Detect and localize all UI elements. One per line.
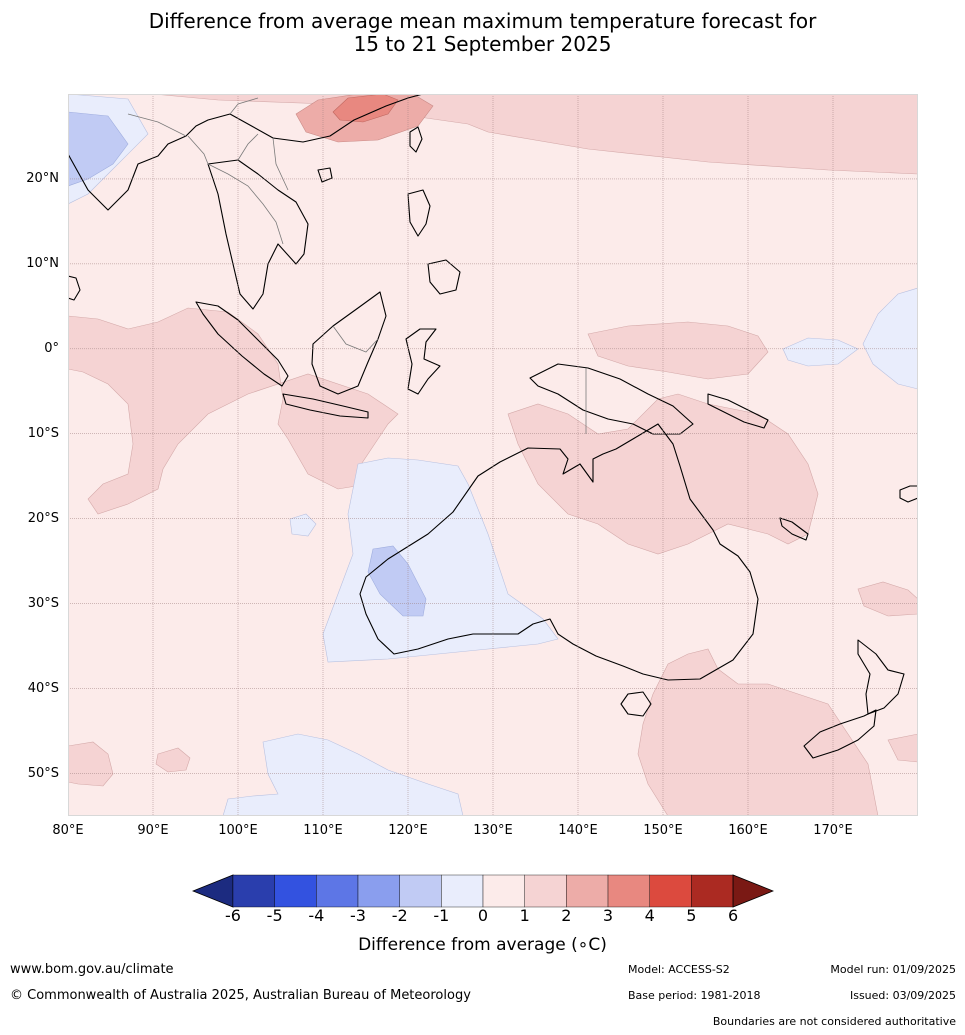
coast-taiwan <box>409 126 423 153</box>
colorbar-tick-label: -1 <box>433 906 450 925</box>
footer-copyright: © Commonwealth of Australia 2025, Austra… <box>10 988 471 1003</box>
boundary-borneo <box>332 325 379 353</box>
longitude-label: 130°E <box>473 823 513 838</box>
map-title: Difference from average mean maximum tem… <box>0 10 965 56</box>
colorbar-bin <box>649 874 692 908</box>
colorbar-tick-label: -5 <box>266 906 283 925</box>
anomaly-region-equatorial-pacific <box>587 321 769 380</box>
anomaly-region-southern-ocean <box>222 733 464 816</box>
colorbar-bin <box>566 874 609 908</box>
longitude-label: 110°E <box>303 823 343 838</box>
footer-base-period: Base period: 1981-2018 <box>628 989 761 1002</box>
anomaly-region-indian-ocean <box>68 307 399 515</box>
coast-java <box>282 393 369 419</box>
latitude-label: 50°S <box>27 765 59 781</box>
anomaly-cool-core-arabian-sea <box>68 111 129 187</box>
colorbar-tick-label: 6 <box>727 906 739 925</box>
colorbar <box>192 874 774 908</box>
coast-new-zealand-north <box>857 639 905 715</box>
colorbar-bin <box>399 874 442 908</box>
footer-website: www.bom.gov.au/climate <box>10 962 174 977</box>
colorbar-tick-label: -2 <box>391 906 408 925</box>
colorbar-tick-label: 1 <box>519 906 530 925</box>
colorbar-tick-label: -3 <box>350 906 366 925</box>
coast-australia <box>359 423 759 681</box>
anomaly-hotspot-inner <box>332 94 399 123</box>
coast-hainan <box>317 167 333 183</box>
coast-philippines-luzon <box>407 189 431 237</box>
colorbar-bin <box>524 874 567 908</box>
colorbar-bin <box>691 874 734 908</box>
longitude-label: 80°E <box>52 823 84 838</box>
longitude-label: 100°E <box>218 823 258 838</box>
footer-disclaimer: Boundaries are not considered authoritat… <box>712 1015 956 1028</box>
coast-fiji <box>899 485 918 503</box>
coast-sumatra <box>195 301 289 387</box>
colorbar-tick-label: 0 <box>477 906 489 925</box>
colorbar-bin <box>232 874 275 908</box>
anomaly-region-south-indian-small <box>289 513 317 537</box>
latitude-label: 0° <box>44 340 59 356</box>
footer-issued: Issued: 03/09/2025 <box>849 989 956 1002</box>
anomaly-region-tasman-southern <box>637 648 879 816</box>
latitude-label: 20°N <box>26 170 59 186</box>
longitude-label: 90°E <box>137 823 169 838</box>
latitude-label: 40°S <box>27 680 59 696</box>
forecast-map <box>68 94 918 816</box>
colorbar-bin <box>607 874 650 908</box>
longitude-label: 120°E <box>388 823 428 838</box>
colorbar-bin <box>357 874 400 908</box>
footer-model: Model: ACCESS-S2 <box>628 963 730 976</box>
coast-sri-lanka <box>68 275 81 301</box>
coast-tasmania <box>620 691 652 717</box>
latitude-label: 10°S <box>27 425 59 441</box>
footer-model-run: Model run: 01/09/2025 <box>830 963 956 976</box>
map-frame <box>68 94 918 816</box>
colorbar-bin <box>441 874 484 908</box>
map-canvas <box>68 94 918 816</box>
longitude-label: 140°E <box>558 823 598 838</box>
colorbar-tick-label: 4 <box>644 906 655 925</box>
longitude-label: 150°E <box>643 823 683 838</box>
colorbar-bin <box>274 874 317 908</box>
longitude-label: 160°E <box>728 823 768 838</box>
colorbar-extend-above <box>732 874 774 908</box>
colorbar-tick-label: 5 <box>686 906 697 925</box>
anomaly-region-west-australia <box>322 457 559 663</box>
anomaly-region-central-pacific <box>782 337 859 367</box>
boundary-indochina <box>187 133 289 245</box>
colorbar-extend-below <box>192 874 234 908</box>
colorbar-bin <box>482 874 525 908</box>
map-title-line1: Difference from average mean maximum tem… <box>148 9 817 33</box>
anomaly-region-north-pacific <box>152 94 918 175</box>
coast-borneo <box>311 291 387 395</box>
map-title-line2: 15 to 21 September 2025 <box>353 32 612 56</box>
colorbar-label: Difference from average (∘C) <box>358 935 607 955</box>
colorbar-bin <box>316 874 359 908</box>
coast-indochina-mainland <box>68 94 424 310</box>
coast-sulawesi <box>405 328 441 395</box>
colorbar-tick-label: 3 <box>602 906 614 925</box>
colorbar-tick-label: 2 <box>561 906 572 925</box>
anomaly-region-southern-patch <box>155 747 191 773</box>
anomaly-region-east-edge <box>862 287 918 390</box>
coast-new-caledonia <box>779 517 809 541</box>
anomaly-region-southeast-patch <box>887 733 918 763</box>
latitude-label: 10°N <box>26 255 59 271</box>
latitude-label: 20°S <box>27 510 59 526</box>
anomaly-field <box>68 94 918 816</box>
longitude-label: 170°E <box>813 823 853 838</box>
anomaly-region-east-pacific <box>857 581 918 617</box>
latitude-label: 30°S <box>27 595 59 611</box>
coast-philippines-mindanao <box>427 259 461 295</box>
coast-new-zealand-south <box>803 709 877 759</box>
colorbar-tick-label: -4 <box>308 906 325 925</box>
colorbar-tick-label: -6 <box>225 906 241 925</box>
graticule <box>68 94 918 816</box>
coast-solomon-islands <box>707 393 769 429</box>
anomaly-region-southwest-indian <box>68 741 114 787</box>
